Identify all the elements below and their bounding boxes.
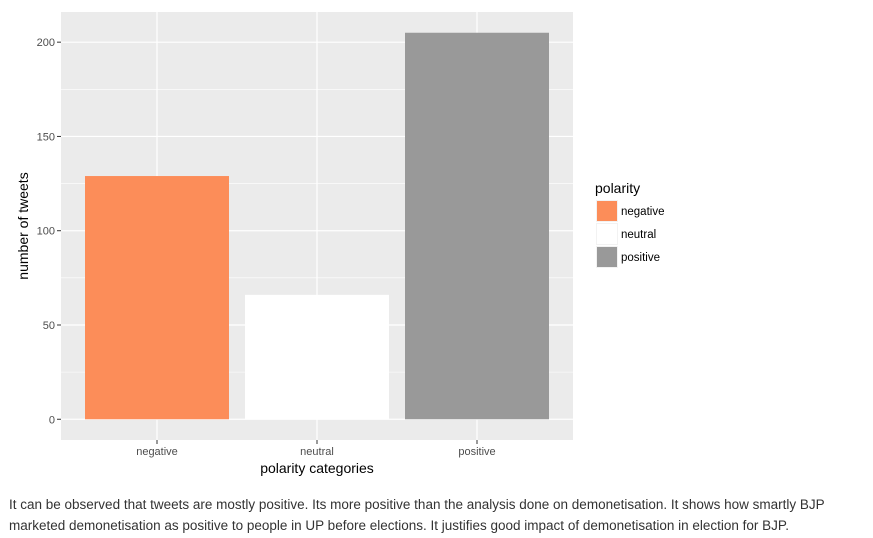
legend-label-positive: positive bbox=[621, 252, 660, 264]
bar-negative bbox=[85, 176, 229, 420]
x-axis-title: polarity categories bbox=[260, 460, 374, 476]
caption: It can be observed that tweets are mostl… bbox=[9, 494, 869, 536]
x-tick-label: neutral bbox=[300, 446, 334, 458]
x-axis: negative neutral positive bbox=[136, 440, 496, 458]
y-tick-label: 50 bbox=[43, 320, 55, 332]
legend-swatch-neutral bbox=[597, 224, 617, 244]
caption-line-2: marketed demonetisation as positive to p… bbox=[9, 518, 789, 533]
legend-swatch-positive bbox=[597, 247, 617, 267]
bar-neutral bbox=[245, 294, 389, 420]
legend: polarity negative neutral positive bbox=[595, 180, 664, 268]
caption-line-1: It can be observed that tweets are mostl… bbox=[9, 497, 825, 512]
y-tick-label: 150 bbox=[37, 131, 55, 143]
y-tick-label: 100 bbox=[37, 226, 55, 238]
y-axis: 0 50 100 150 200 bbox=[37, 37, 61, 426]
y-tick-label: 0 bbox=[49, 414, 55, 426]
legend-swatch-negative bbox=[597, 201, 617, 221]
bars bbox=[85, 32, 549, 420]
y-axis-title: number of tweets bbox=[15, 172, 31, 279]
bar-positive bbox=[405, 32, 549, 420]
legend-label-negative: negative bbox=[621, 206, 664, 218]
bar-chart: 0 50 100 150 200 negative neutral positive pol… bbox=[15, 12, 664, 476]
chart-svg: 0 50 100 150 200 negative neutral positive pol… bbox=[15, 12, 664, 476]
y-tick-label: 200 bbox=[37, 37, 55, 49]
legend-title: polarity bbox=[595, 180, 640, 196]
x-tick-label: negative bbox=[136, 446, 178, 458]
x-tick-label: positive bbox=[458, 446, 495, 458]
legend-label-neutral: neutral bbox=[621, 229, 656, 241]
